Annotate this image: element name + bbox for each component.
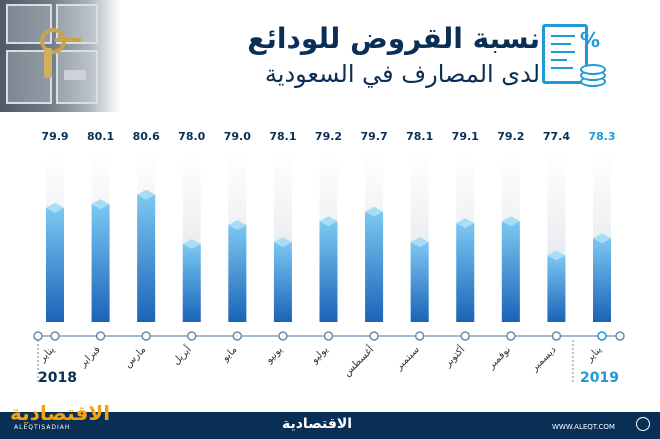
page-title: نسبة القروض للودائع <box>247 22 540 55</box>
value-label: 79.2 <box>497 130 524 143</box>
header: نسبة القروض للودائع لدى المصارف في السعو… <box>0 0 660 112</box>
category-label: يناير <box>584 344 605 365</box>
axis-tick <box>369 331 379 341</box>
category-label: سبتمبر <box>393 344 422 373</box>
key-shaft <box>55 38 81 42</box>
bar <box>501 221 520 322</box>
coins-icon <box>576 60 606 87</box>
percent-icon: % <box>580 28 601 52</box>
axis-tick <box>278 331 288 341</box>
value-label: 79.1 <box>452 130 479 143</box>
category-label: أغسطس <box>340 343 376 379</box>
key-tag <box>44 48 52 78</box>
bar <box>228 225 247 322</box>
category-label: مايو <box>219 344 239 364</box>
axis-end-right <box>615 331 625 341</box>
bar-cap <box>410 237 429 248</box>
axis-tick <box>323 331 334 341</box>
value-label: 79.2 <box>315 130 342 143</box>
axis-tick <box>141 331 151 341</box>
bar-cap <box>501 216 520 227</box>
bar <box>365 211 384 322</box>
lock-plate <box>64 70 86 80</box>
vault-door <box>6 4 52 44</box>
category-label: يونيو <box>263 344 285 366</box>
category-label: أبريل <box>170 343 195 368</box>
globe-icon <box>636 417 650 431</box>
value-label: 77.4 <box>543 130 570 143</box>
bar-cap <box>182 239 201 249</box>
bar-cap <box>319 216 338 227</box>
bar-cap <box>228 220 247 230</box>
bar <box>137 194 156 322</box>
value-label: 79.0 <box>224 130 251 143</box>
bar-cap <box>91 199 110 210</box>
bar <box>91 204 110 322</box>
bar <box>456 223 475 322</box>
axis-tick <box>414 331 425 341</box>
category-label: يوليو <box>309 344 331 366</box>
value-label: 78.1 <box>406 130 433 143</box>
safe-deposit-boxes-image <box>0 0 120 112</box>
category-label: مارس <box>123 344 149 370</box>
brand-logo: الاقتصادية <box>10 401 111 425</box>
axis-end-left <box>33 331 43 341</box>
website-url: WWW.ALEQT.COM <box>552 423 615 431</box>
value-label: 79.9 <box>41 130 68 143</box>
value-label: 78.0 <box>178 130 205 143</box>
bar <box>182 244 201 322</box>
bar-cap <box>137 189 156 200</box>
bar <box>410 242 429 322</box>
brand-logo-subtitle: ALEQTISADIAH <box>14 424 71 431</box>
bar-cap <box>456 218 475 229</box>
category-label: نوفمبر <box>485 344 513 372</box>
axis-tick <box>232 331 243 341</box>
bar <box>46 207 64 322</box>
category-label: يناير <box>37 344 58 365</box>
axis-tick <box>506 331 516 341</box>
bar <box>319 221 338 322</box>
category-label: أكتوبر <box>440 343 467 370</box>
year-label-2018: 2018 <box>38 370 77 386</box>
year-label-2019: 2019 <box>580 370 619 386</box>
bar <box>273 242 292 322</box>
axis-tick <box>50 331 60 341</box>
value-label: 80.1 <box>87 130 114 143</box>
axis-tick <box>551 331 562 341</box>
bar-cap <box>547 250 566 261</box>
footer-bar <box>0 412 660 439</box>
page-subtitle: لدى المصارف في السعودية <box>264 60 540 88</box>
value-label: 78.3 <box>588 130 615 143</box>
bar-chart: 79.9 يناير 80.1 فبراير 80.6 مارس 78.0 أبريل 79.0… <box>33 130 625 382</box>
value-label: 79.7 <box>361 130 388 143</box>
bar-cap <box>365 206 384 217</box>
bar-cap <box>46 202 64 213</box>
category-label: ديسمبر <box>528 344 558 374</box>
footer-brand: الاقتصادية <box>282 416 353 432</box>
axis-tick <box>95 331 106 341</box>
axis-tick <box>187 331 197 341</box>
value-label: 78.1 <box>269 130 296 143</box>
bar <box>593 238 611 322</box>
bar-cap <box>593 233 611 244</box>
bar <box>547 255 566 322</box>
category-label: فبراير <box>77 344 103 370</box>
bar-cap <box>273 237 292 248</box>
axis-tick <box>597 331 607 341</box>
axis-tick <box>460 331 470 341</box>
value-label: 80.6 <box>133 130 160 143</box>
